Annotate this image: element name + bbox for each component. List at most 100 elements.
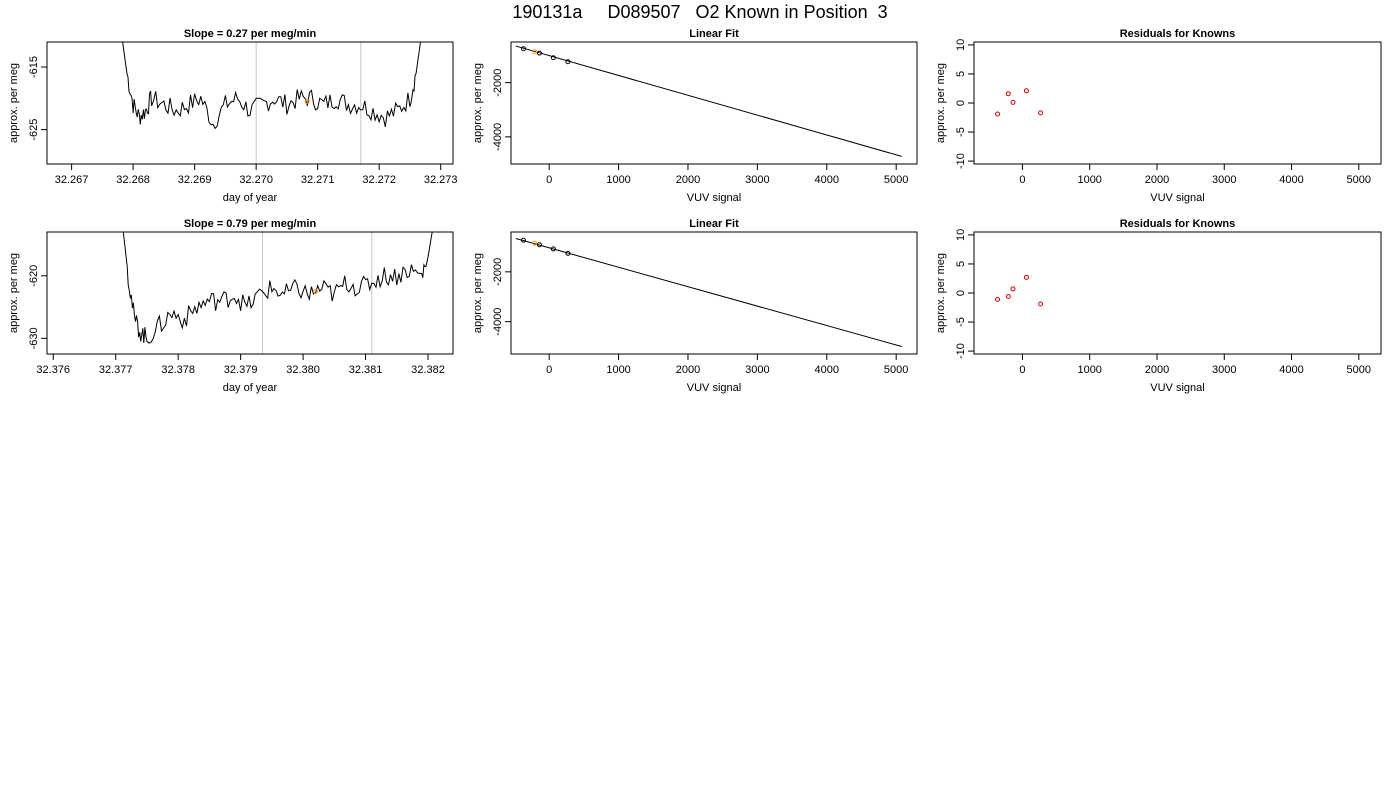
x-tick-label: 32.382 — [411, 364, 445, 376]
y-tick-label: -2000 — [492, 69, 504, 97]
x-tick-label: 4000 — [815, 174, 839, 186]
chart-title: Slope = 0.27 per meg/min — [184, 28, 317, 40]
residual-point — [1023, 274, 1029, 280]
chart-title: Linear Fit — [689, 218, 739, 230]
x-tick-label: 4000 — [1279, 174, 1303, 186]
y-axis-label: approx. per meg — [935, 253, 947, 333]
x-tick-label: 32.273 — [424, 174, 458, 186]
y-tick-label: 5 — [955, 261, 967, 267]
fit-point — [532, 240, 538, 246]
x-tick-label: 32.269 — [178, 174, 212, 186]
y-tick-label: -5 — [955, 127, 967, 137]
plot-data — [515, 45, 902, 157]
x-tick-label: 1000 — [1077, 364, 1101, 376]
residual-point — [1005, 91, 1011, 97]
x-tick-label: 5000 — [1347, 174, 1371, 186]
chart-panel-1: Slope = 0.27 per meg/min 32.267 32.268 32.2… — [8, 28, 458, 204]
residual-point — [1010, 286, 1016, 292]
data-trace-line — [122, 232, 433, 344]
y-tick-label: -4000 — [492, 123, 504, 151]
plot-data — [995, 88, 1044, 117]
residual-point — [1010, 99, 1016, 105]
x-tick-label: 1000 — [606, 174, 630, 186]
x-tick-label: 4000 — [1279, 364, 1303, 376]
y-tick-label: -10 — [955, 153, 967, 169]
y-tick-label: 5 — [955, 71, 967, 77]
fit-point — [565, 59, 571, 65]
x-axis-label: day of year — [223, 382, 278, 394]
residual-point — [995, 111, 1001, 117]
x-tick-label: 1000 — [1077, 174, 1101, 186]
y-axis-label: approx. per meg — [8, 253, 20, 333]
x-tick-label: 5000 — [884, 174, 908, 186]
x-tick-label: 0 — [546, 174, 552, 186]
x-axis-label: day of year — [223, 192, 278, 204]
fit-line — [515, 237, 902, 348]
y-axis-label: approx. per meg — [935, 63, 947, 143]
residual-point — [1038, 110, 1044, 116]
fit-point — [536, 242, 542, 248]
x-axis-label: VUV signal — [687, 192, 741, 204]
x-tick-label: 32.268 — [116, 174, 150, 186]
y-tick-label: -5 — [955, 317, 967, 327]
plot-frame — [973, 231, 1382, 355]
chart-panel-5: Linear Fit 0 1000 2000 3000 4000 5000 -4000 -200… — [472, 218, 918, 394]
y-tick-label: -625 — [28, 119, 40, 141]
plot-data — [515, 237, 902, 348]
chart-title: Slope = 0.79 per meg/min — [184, 218, 317, 230]
chart-title: Residuals for Knowns — [1120, 218, 1236, 230]
x-tick-label: 5000 — [884, 364, 908, 376]
x-tick-label: 32.378 — [161, 364, 195, 376]
residual-point — [1005, 293, 1011, 299]
plot-frame — [46, 41, 454, 165]
x-tick-label: 2000 — [676, 364, 700, 376]
y-tick-label: -10 — [955, 343, 967, 359]
fit-point — [532, 49, 538, 55]
x-tick-label: 3000 — [745, 364, 769, 376]
plot-frame — [510, 231, 918, 355]
y-tick-label: -4000 — [492, 308, 504, 336]
plot-frame — [510, 41, 918, 165]
x-tick-label: 32.271 — [301, 174, 335, 186]
residual-point — [995, 296, 1001, 302]
fit-point — [520, 46, 526, 52]
x-tick-label: 32.381 — [349, 364, 383, 376]
residual-point — [1023, 88, 1029, 94]
fit-point — [550, 246, 556, 252]
x-tick-label: 1000 — [606, 364, 630, 376]
plot-frame — [46, 231, 454, 355]
chart-panel-4: Slope = 0.79 per meg/min 32.376 32.377 32.3… — [8, 218, 454, 394]
x-tick-label: 32.272 — [362, 174, 396, 186]
y-tick-label: 0 — [955, 100, 967, 106]
x-tick-label: 3000 — [1212, 174, 1236, 186]
fit-point — [536, 50, 542, 56]
y-tick-label: 0 — [955, 290, 967, 296]
y-tick-label: -2000 — [492, 258, 504, 286]
plot-data — [995, 274, 1044, 307]
x-tick-label: 32.267 — [55, 174, 89, 186]
x-tick-label: 2000 — [676, 174, 700, 186]
plot-data — [122, 42, 421, 130]
x-tick-label: 32.270 — [239, 174, 273, 186]
fit-point — [565, 250, 571, 256]
highlight-point — [313, 288, 319, 294]
x-tick-label: 2000 — [1145, 174, 1169, 186]
y-tick-label: 10 — [955, 39, 967, 51]
data-trace-line — [122, 42, 421, 130]
plot-data — [122, 232, 433, 344]
figure-title: 190131a D089507 O2 Known in Position 3 — [512, 2, 888, 22]
x-tick-label: 3000 — [745, 174, 769, 186]
y-tick-label: 10 — [955, 229, 967, 241]
x-tick-label: 32.377 — [99, 364, 133, 376]
x-tick-label: 5000 — [1347, 364, 1371, 376]
fit-line — [515, 45, 902, 157]
chart-title: Residuals for Knowns — [1120, 28, 1236, 40]
chart-panel-3: Residuals for Knowns 0 1000 2000 3000 4000 500… — [935, 28, 1382, 204]
chart-title: Linear Fit — [689, 28, 739, 40]
plot-frame — [973, 41, 1382, 165]
x-tick-label: 32.376 — [36, 364, 70, 376]
x-tick-label: 2000 — [1145, 364, 1169, 376]
y-axis-label: approx. per meg — [472, 253, 484, 333]
fit-point — [550, 55, 556, 61]
